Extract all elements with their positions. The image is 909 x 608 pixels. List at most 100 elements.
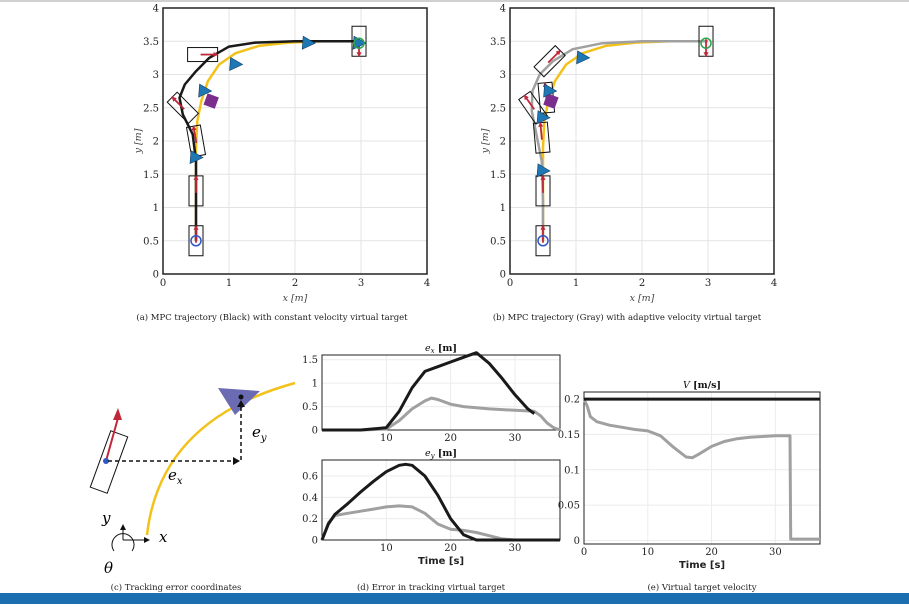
x-tick-label: 4 (771, 278, 777, 289)
y-tick-label: 3.5 (490, 37, 506, 48)
panel-title: ey [m] (425, 448, 457, 460)
x-axis-label: x [m] (630, 293, 655, 304)
x-tick-label: 1 (573, 278, 579, 289)
goal-circle-icon (353, 37, 365, 49)
y-tick-label: 4 (153, 4, 159, 15)
panel-c-diagram: ex ey x y θ (89, 381, 296, 577)
y-tick-label: 3.5 (143, 37, 159, 48)
target-point-dot (238, 394, 244, 400)
y-tick-label: 1.5 (143, 170, 159, 181)
y-tick-label: 0.2 (302, 514, 318, 525)
x-tick-label: 20 (444, 543, 457, 554)
caption-e: (e) Virtual target velocity (647, 582, 756, 593)
heading-arrowhead-icon (213, 52, 219, 58)
y-tick-label: 0 (312, 426, 318, 437)
constant-series-line (322, 351, 536, 432)
y-tick-label: 0.5 (490, 236, 506, 247)
panel-a-trajectory: 0 1 2 3 4 0 0.5 1 1.5 2 2.5 3 3.5 4 x [m] y [m] (133, 4, 430, 305)
panel-b-trajectory: 0 1 2 3 4 0 0.5 1 1.5 2 2.5 3 3.5 4 x [m] y [m] (480, 4, 777, 305)
title-unit: [m] (435, 448, 457, 459)
adaptive-series-line (322, 396, 561, 432)
caption-d: (d) Error in tracking virtual target (357, 582, 506, 593)
y-tick-label: 1.5 (490, 170, 506, 181)
y-tick-label: 0.1 (564, 465, 580, 476)
goal-circle-icon (700, 37, 712, 49)
reference-curve (145, 381, 296, 536)
heading-arrow-icon (547, 51, 560, 64)
y-tick-label: 3 (500, 70, 506, 81)
panel-title: V [m/s] (683, 380, 721, 391)
vehicle-pose-box-icon (188, 174, 204, 207)
y-tick-label: 0.05 (558, 501, 580, 512)
vehicle-box-icon (89, 430, 129, 494)
y-tick-label: 2 (500, 137, 506, 148)
x-tick-label: 3 (358, 278, 364, 289)
heading-arrow-icon (192, 128, 198, 144)
y-axis-label: y [m] (480, 128, 491, 154)
x-axis-label: x (159, 528, 168, 546)
heading-arrowhead-icon (555, 49, 561, 56)
title-subscript: y (430, 452, 436, 460)
x-tick-label: 30 (509, 433, 522, 444)
vehicle-pose-box-icon (535, 174, 551, 207)
y-tick-label: 0 (153, 270, 159, 281)
heading-arrowhead-icon (540, 174, 546, 180)
title-symbol: V (683, 380, 691, 391)
y-tick-label: 0.2 (564, 395, 580, 406)
x-tick-label: 2 (639, 278, 645, 289)
x-tick-label: 1 (226, 278, 232, 289)
y-tick-label: 2.5 (490, 103, 506, 114)
virtual-target-triangle-icon (229, 57, 244, 72)
heading-arrowhead-icon (538, 121, 544, 127)
x-tick-label: 30 (509, 543, 522, 554)
y-tick-label: 2.5 (143, 103, 159, 114)
virtual-target-triangle-icon (189, 150, 204, 165)
y-tick-label: 0.5 (302, 402, 318, 413)
x-tick-label: 10 (641, 547, 654, 558)
heading-arrow-icon (172, 97, 185, 110)
ey-label: ey (252, 423, 267, 444)
x-tick-label: 0 (507, 278, 513, 289)
bottom-accent-bar (0, 593, 909, 604)
start-circle-icon (537, 235, 549, 247)
panel-title: ex [m] (425, 343, 457, 355)
x-tick-label: 20 (705, 547, 718, 558)
axes-frame (321, 354, 561, 431)
y-tick-label: 0 (500, 270, 506, 281)
x-axis-label: Time [s] (418, 556, 464, 567)
x-tick-label: 30 (769, 547, 782, 558)
panel-d-ey-plot: 10 20 30 0 0.2 0.4 0.6 ey [m] Time [s] (302, 448, 561, 567)
x-axis-label: x [m] (283, 293, 308, 304)
virtual-target-triangle-icon (198, 83, 213, 98)
virtual-target-triangle-icon (301, 35, 316, 50)
panel-d-ex-plot: 10 20 30 0 0.5 1 1.5 ex [m] (302, 343, 561, 444)
title-symbol: e (425, 448, 431, 459)
vehicle-pose-box-icon (532, 121, 551, 154)
caption-b: (b) MPC trajectory (Gray) with adaptive … (493, 312, 762, 323)
heading-arrowhead-icon (356, 52, 362, 58)
y-tick-label: 1 (153, 203, 159, 214)
caption-c: (c) Tracking error coordinates (111, 582, 242, 593)
virtual-target-triangle-icon (536, 163, 551, 178)
vehicle-pose-box-icon (698, 25, 714, 58)
y-tick-label: 1.5 (302, 355, 318, 366)
plot-area (584, 392, 820, 544)
heading-arrowhead-icon (191, 125, 197, 131)
obstacle-square-icon (543, 93, 559, 109)
constant-series-line (320, 462, 560, 542)
ex-label: ex (168, 466, 183, 487)
heading-arrowhead-icon (193, 224, 199, 230)
title-unit: [m] (435, 343, 457, 354)
ey-arrowhead-icon (237, 400, 245, 407)
y-tick-label: 4 (500, 4, 506, 15)
x-tick-label: 20 (444, 433, 457, 444)
mpc-trajectory-line (530, 40, 708, 241)
x-tick-label: 3 (705, 278, 711, 289)
y-tick-label: 0.4 (302, 493, 318, 504)
virtual-target-triangle-icon (543, 83, 558, 98)
panel-e-velocity-plot: 0 10 20 30 0 0.05 0.1 0.15 0.2 V [m/s] Time [s] (558, 380, 821, 571)
heading-arrowhead-icon (540, 224, 546, 230)
y-tick-label: 0.6 (302, 472, 318, 483)
